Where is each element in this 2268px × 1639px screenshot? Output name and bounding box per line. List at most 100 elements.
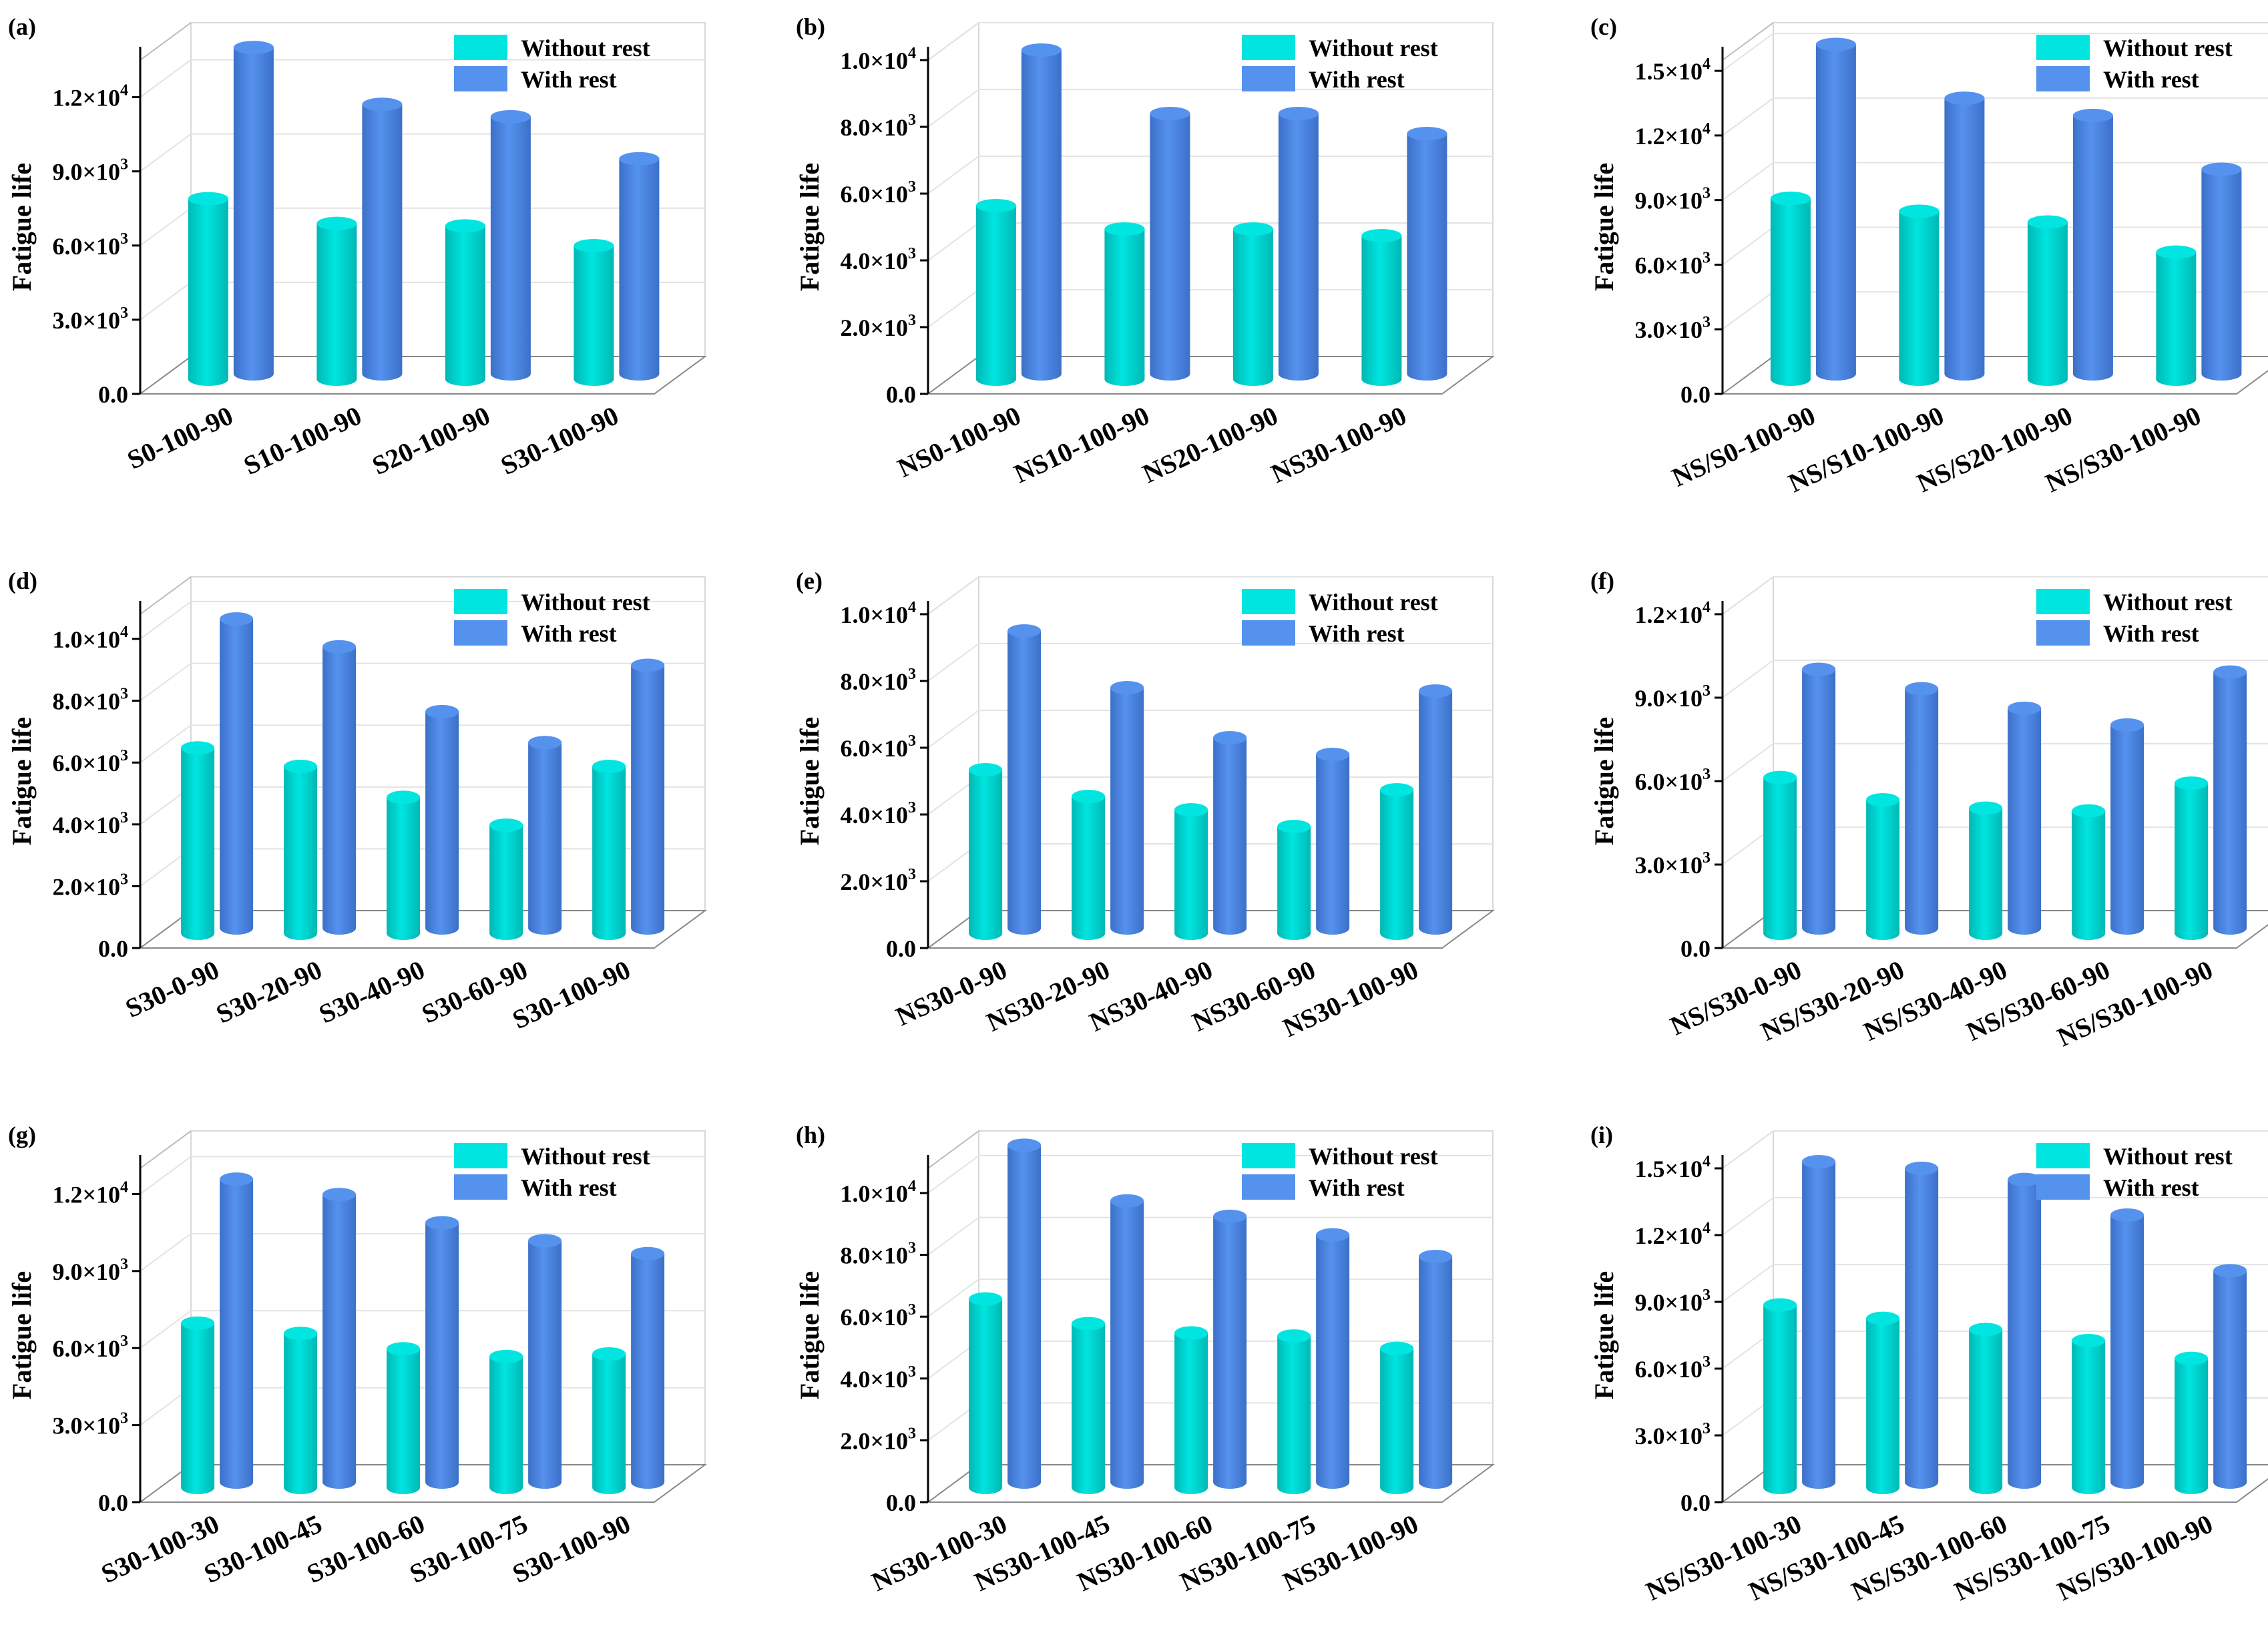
bar-with-rest-body bbox=[1815, 44, 1856, 381]
bar-without-rest bbox=[2156, 245, 2197, 386]
bar-with-rest bbox=[322, 640, 357, 935]
bar-without-rest-top bbox=[1380, 1341, 1414, 1355]
bar-with-rest bbox=[1815, 37, 1856, 381]
legend-label-with-rest: With rest bbox=[2103, 66, 2199, 93]
bar-without-rest bbox=[445, 219, 485, 386]
chart-panel-d: (d) 0.0 2.0×103 4.0×103 6.0×103 8.0×103 1.0×10… bbox=[7, 567, 708, 1035]
y-tick-label: 9.0×103 bbox=[1634, 185, 1711, 214]
bar-with-rest-body bbox=[2110, 1215, 2144, 1489]
bar-without-rest-body bbox=[1174, 1333, 1208, 1494]
bar-without-rest bbox=[969, 763, 1003, 940]
bar-without-rest bbox=[489, 818, 523, 940]
floor-plane bbox=[1720, 1464, 2268, 1503]
chart-panel-e: (e) 0.0 2.0×103 4.0×103 6.0×103 8.0×103 1.0×10… bbox=[795, 567, 1496, 1043]
bar-with-rest-top bbox=[425, 704, 459, 718]
bar-with-rest bbox=[1407, 127, 1447, 381]
bar-without-rest-top bbox=[969, 763, 1003, 776]
grid-side bbox=[927, 1278, 979, 1318]
y-tick-label: 6.0×103 bbox=[1634, 249, 1711, 278]
bar-without-rest-body bbox=[445, 226, 485, 386]
y-tick-label: 9.0×103 bbox=[52, 156, 128, 186]
panel-label: (a) bbox=[8, 13, 36, 40]
grid-side bbox=[140, 724, 192, 764]
bar-without-rest bbox=[1969, 1323, 2003, 1494]
y-tick-label: 0.0 bbox=[886, 381, 916, 408]
x-tick-label: S30-100-90 bbox=[496, 400, 623, 481]
bar-with-rest bbox=[490, 109, 531, 381]
bar-with-rest bbox=[2201, 162, 2242, 381]
legend-swatch-with-rest bbox=[1242, 1174, 1295, 1200]
bar-without-rest-body bbox=[1969, 808, 2003, 940]
bar-without-rest bbox=[574, 239, 614, 386]
bar-with-rest-body bbox=[2201, 169, 2242, 381]
y-tick-label: 0.0 bbox=[1680, 935, 1711, 962]
bar-with-rest bbox=[1110, 681, 1144, 935]
bar-without-rest-body bbox=[1104, 229, 1145, 386]
bar-with-rest-top bbox=[1802, 662, 1836, 676]
y-tick-label: 8.0×103 bbox=[840, 111, 916, 141]
bar-without-rest-top bbox=[592, 1347, 626, 1361]
legend-label-without-rest: Without rest bbox=[521, 589, 650, 616]
bar-with-rest bbox=[528, 736, 562, 935]
bar-without-rest-body bbox=[2156, 252, 2197, 386]
bar-without-rest-top bbox=[1899, 204, 1940, 218]
bar-with-rest bbox=[528, 1234, 562, 1489]
bar-with-rest-body bbox=[1150, 113, 1190, 381]
x-tick-label: S0-100-90 bbox=[123, 400, 238, 475]
bar-with-rest bbox=[1007, 624, 1042, 935]
y-axis-label: Fatigue life bbox=[1589, 163, 1619, 291]
bar-without-rest bbox=[489, 1349, 523, 1494]
bar-without-rest-body bbox=[975, 206, 1016, 386]
y-tick-label: 0.0 bbox=[886, 1489, 916, 1516]
wall-top-edge bbox=[140, 1130, 192, 1169]
bar-without-rest bbox=[387, 1342, 421, 1494]
bar-without-rest-top bbox=[284, 1327, 318, 1341]
bar-without-rest bbox=[1899, 204, 1940, 386]
bar-without-rest-body bbox=[1380, 1348, 1414, 1494]
bar-without-rest-top bbox=[2072, 804, 2106, 818]
bar-without-rest-top bbox=[592, 760, 626, 773]
y-tick-label: 4.0×103 bbox=[840, 245, 916, 274]
bar-with-rest bbox=[1905, 1162, 1939, 1489]
bar-without-rest-top bbox=[489, 1349, 523, 1363]
y-tick-label: 0.0 bbox=[98, 381, 128, 408]
bar-with-rest bbox=[362, 97, 403, 381]
bar-with-rest-top bbox=[1316, 1228, 1350, 1242]
bar-without-rest bbox=[592, 1347, 626, 1494]
y-tick-label: 6.0×103 bbox=[52, 747, 128, 776]
y-tick-label: 2.0×103 bbox=[840, 312, 916, 341]
legend-swatch-without-rest bbox=[454, 35, 507, 60]
bar-without-rest-top bbox=[1174, 803, 1208, 816]
bar-without-rest-body bbox=[1866, 800, 1900, 940]
bar-with-rest-top bbox=[1007, 1138, 1042, 1152]
y-tick-label: 2.0×103 bbox=[840, 1425, 916, 1454]
bar-with-rest-top bbox=[528, 736, 562, 750]
y-tick-label: 3.0×103 bbox=[1634, 849, 1711, 879]
bar-without-rest bbox=[1361, 229, 1402, 386]
grid-side bbox=[140, 601, 192, 640]
floor-plane bbox=[925, 1464, 1496, 1503]
grid-side bbox=[1722, 33, 1774, 71]
bar-without-rest-body bbox=[1072, 1323, 1106, 1494]
bar-with-rest-top bbox=[631, 658, 665, 672]
bar-without-rest-body bbox=[1763, 1305, 1797, 1494]
bar-without-rest-top bbox=[2072, 1334, 2106, 1347]
panel-label: (b) bbox=[796, 13, 825, 40]
y-tick-label: 9.0×103 bbox=[52, 1256, 128, 1285]
bar-with-rest bbox=[233, 41, 274, 381]
bar-with-rest-top bbox=[1278, 107, 1319, 120]
panel-label: (h) bbox=[796, 1122, 825, 1148]
grid-side bbox=[927, 576, 979, 615]
legend-swatch-without-rest bbox=[454, 589, 507, 614]
bar-with-rest-body bbox=[220, 619, 254, 935]
x-tick-label: S30-20-90 bbox=[212, 954, 326, 1029]
bar-without-rest bbox=[969, 1292, 1003, 1494]
legend-label-without-rest: Without rest bbox=[1309, 35, 1438, 61]
bar-without-rest-body bbox=[1277, 1336, 1311, 1494]
bar-with-rest-body bbox=[233, 47, 274, 381]
x-tick-label: NS20-100-90 bbox=[1138, 400, 1282, 489]
bar-without-rest-top bbox=[284, 760, 318, 773]
grid-side bbox=[1722, 226, 1774, 266]
legend-label-with-rest: With rest bbox=[1309, 1174, 1405, 1201]
